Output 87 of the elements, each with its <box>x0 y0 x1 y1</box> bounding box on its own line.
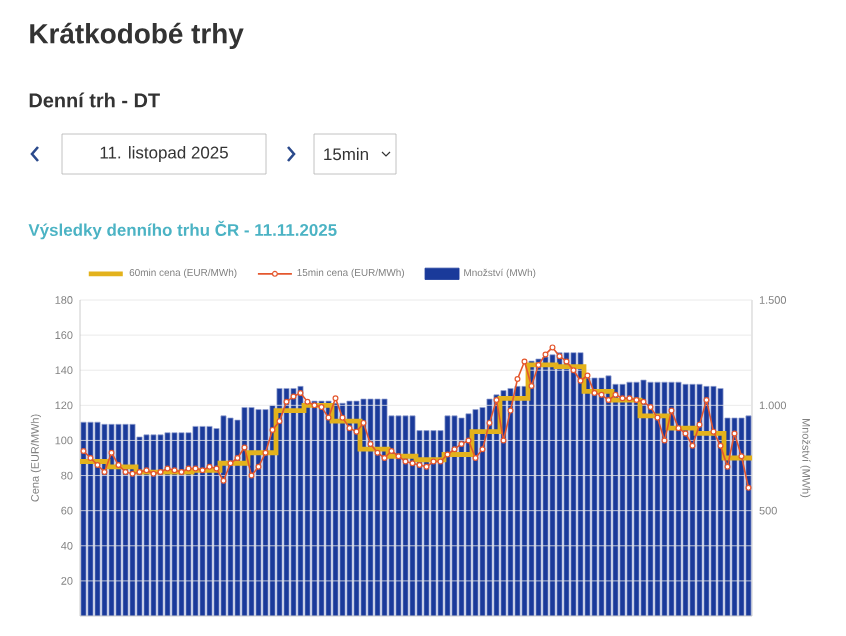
bar <box>423 430 430 616</box>
text: Krátkodobé trhy <box>30 22 244 50</box>
bar <box>353 400 360 616</box>
text: 15min <box>324 147 368 161</box>
bar <box>745 415 752 616</box>
bar <box>591 377 598 616</box>
bar <box>507 388 514 616</box>
bar <box>290 388 297 616</box>
bar <box>647 381 654 616</box>
bar <box>171 432 178 616</box>
bar <box>108 423 115 616</box>
bar <box>472 409 479 616</box>
bar <box>465 413 472 616</box>
bar <box>150 434 157 616</box>
bar <box>143 434 150 616</box>
bar <box>262 409 269 616</box>
bar <box>710 386 717 616</box>
bar <box>675 381 682 616</box>
bar <box>325 400 332 616</box>
bar <box>297 386 304 616</box>
text: Denní trh - DT <box>29 92 160 108</box>
bar <box>206 426 213 616</box>
bar <box>255 409 262 616</box>
bar <box>276 388 283 616</box>
bar <box>549 354 556 616</box>
bar <box>486 398 493 616</box>
bar <box>367 398 374 616</box>
bar <box>640 379 647 616</box>
text: 11. listopad 2025 <box>100 146 228 162</box>
bar <box>689 383 696 616</box>
bar <box>577 352 584 616</box>
bar <box>409 415 416 616</box>
bar <box>360 398 367 616</box>
bar <box>157 434 164 616</box>
bar <box>668 381 675 616</box>
bar <box>227 417 234 616</box>
bar <box>633 381 640 616</box>
bar <box>101 423 108 616</box>
bar <box>164 432 171 616</box>
bar <box>248 407 255 616</box>
bar <box>703 386 710 616</box>
bar <box>220 415 227 616</box>
bar <box>626 381 633 616</box>
bar <box>598 377 605 616</box>
bar <box>80 421 87 616</box>
bar <box>129 423 136 616</box>
bar <box>122 423 129 616</box>
bar <box>451 415 458 616</box>
bar <box>696 383 703 616</box>
bar <box>178 432 185 616</box>
bar <box>731 417 738 616</box>
bar <box>717 388 724 616</box>
chart-title: Výsledky denního trhu ČR - 11.11.2025 <box>28 220 337 240</box>
bar <box>87 421 94 616</box>
bar <box>514 386 521 616</box>
bar <box>283 388 290 616</box>
bar <box>738 417 745 616</box>
bar <box>339 402 346 616</box>
bar <box>374 398 381 616</box>
bar <box>185 432 192 616</box>
bar <box>556 352 563 616</box>
bar <box>493 394 500 616</box>
bar <box>500 390 507 616</box>
bar <box>682 383 689 616</box>
bar <box>535 358 542 616</box>
bar <box>458 417 465 616</box>
bar <box>395 415 402 616</box>
bar <box>563 352 570 616</box>
bar <box>241 407 248 616</box>
bar <box>381 398 388 616</box>
bar <box>311 400 318 616</box>
bar <box>661 381 668 616</box>
bar <box>605 375 612 616</box>
bar <box>346 400 353 616</box>
bar <box>654 381 661 616</box>
bar <box>570 352 577 616</box>
bar <box>612 383 619 616</box>
bar <box>402 415 409 616</box>
bar <box>94 421 101 616</box>
bar <box>199 426 206 616</box>
bar <box>430 430 437 616</box>
bar <box>444 415 451 616</box>
bar <box>115 423 122 616</box>
bar <box>192 426 199 616</box>
bar <box>318 400 325 616</box>
bar <box>619 383 626 616</box>
bar <box>528 360 535 616</box>
